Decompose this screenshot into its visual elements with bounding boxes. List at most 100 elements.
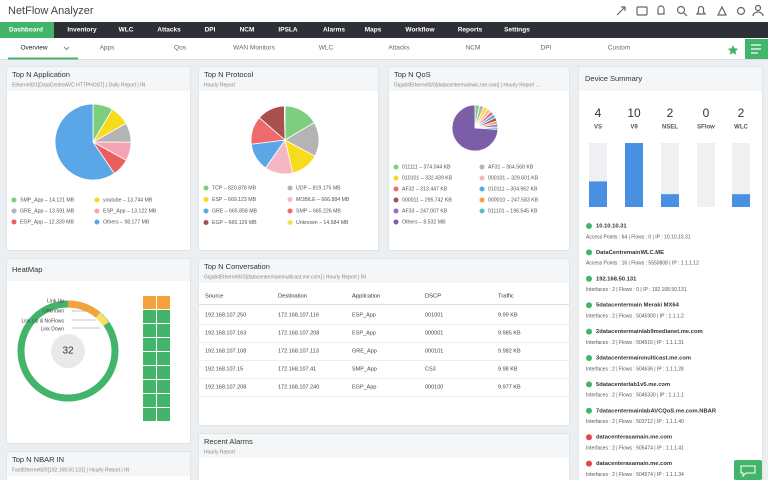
count-track xyxy=(661,143,679,207)
count-value: 2 xyxy=(738,106,745,120)
subnav-item[interactable]: WAN Monitors xyxy=(233,45,275,52)
widget-subtitle: Ethernet0/1[DataCentreAVC HTTPHOST] | Da… xyxy=(12,82,145,88)
nav-item[interactable]: Maps xyxy=(365,27,382,34)
nav-item[interactable]: Settings xyxy=(504,27,530,34)
count-value: 4 xyxy=(595,106,602,120)
nav-item[interactable]: Dashboard xyxy=(9,27,43,34)
heat-cell xyxy=(143,394,156,407)
header-icons[interactable] xyxy=(616,4,764,17)
legend-label: 010111 – 304.962 KB xyxy=(488,186,538,192)
heat-cell xyxy=(143,296,156,309)
device-name[interactable]: 192.168.50.131 xyxy=(596,276,637,282)
add-widget-icon xyxy=(751,44,761,54)
subnav-item[interactable]: Custom xyxy=(608,45,630,52)
heat-cell xyxy=(157,380,170,393)
legend-label: 000010 – 247.583 KB xyxy=(488,197,539,203)
table-header: DSCP xyxy=(425,294,441,300)
nav-item[interactable]: WLC xyxy=(119,27,134,34)
heat-cell xyxy=(143,352,156,365)
device-status xyxy=(586,275,592,282)
device-name[interactable]: datacenterasamain.me.com xyxy=(596,435,672,441)
device-details: Interfaces : 2 | Flows : 5046330 | IP : … xyxy=(586,393,684,399)
subnav-item[interactable]: Overview xyxy=(20,45,47,52)
nav-item[interactable]: Reports xyxy=(458,27,483,34)
favorite-star[interactable] xyxy=(727,45,739,55)
legend-dot xyxy=(203,208,209,214)
nav-item[interactable]: Workflow xyxy=(405,27,435,34)
device-status xyxy=(586,223,592,229)
count-bar xyxy=(625,143,643,207)
device-status xyxy=(586,302,592,309)
device-name[interactable]: 3datacentermainmulticast.me.com xyxy=(596,356,691,362)
heat-cell xyxy=(157,394,170,407)
subnav-item[interactable]: DPI xyxy=(541,45,552,52)
widget-title: Top N Application xyxy=(12,70,70,79)
legend-dot xyxy=(11,219,17,225)
count-bar xyxy=(589,181,607,207)
legend-label: SMP_App – 14.121 MB xyxy=(20,197,75,203)
legend-dot xyxy=(94,219,100,225)
device-status xyxy=(586,434,592,441)
heat-cell xyxy=(157,296,170,309)
heatmap-legend: Unknown xyxy=(43,308,64,314)
count-track xyxy=(732,143,750,207)
table-cell: 192.168.107.15 xyxy=(205,366,243,372)
device-details: Interfaces : 2 | Flows : 0 | IP : 192.16… xyxy=(586,287,687,293)
device-name[interactable]: datacenterasamain.me.com xyxy=(596,461,672,467)
panel-headers xyxy=(7,67,762,476)
nav-item[interactable]: IPSLA xyxy=(278,27,297,34)
legend-label: ESP – 669.123 MB xyxy=(212,197,257,203)
device-name[interactable]: 2datacentermainlab9medianet.me.com xyxy=(596,329,703,335)
chat-button[interactable] xyxy=(734,460,762,480)
legend-dot xyxy=(11,197,17,203)
legend-dot xyxy=(479,175,485,181)
subnav-item[interactable]: NCM xyxy=(466,45,481,52)
subnav-item[interactable]: WLC xyxy=(319,45,334,52)
widget-subtitle: FastEthernet0/0[192.168.50.131] | Hourly… xyxy=(12,467,129,473)
nav-item[interactable]: Alarms xyxy=(323,27,345,34)
legend-dot xyxy=(287,197,293,202)
table-cell: 9.977 KB xyxy=(498,384,521,390)
legend-dot xyxy=(479,208,485,214)
table-cell: 000001 xyxy=(425,330,443,336)
heatmap-grid xyxy=(143,296,170,421)
device-status xyxy=(586,460,592,467)
table-header: Traffic xyxy=(498,294,514,300)
table-header: Source xyxy=(205,294,223,300)
table-cell: 172.168.107.240 xyxy=(278,384,319,390)
count-label: WLC xyxy=(734,125,748,131)
chevron[interactable] xyxy=(63,46,70,51)
device-name[interactable]: DataCentremainWLC.ME xyxy=(596,250,664,256)
subnav-item[interactable]: Attacks xyxy=(388,45,410,52)
count-label: NSEL xyxy=(662,125,678,131)
nav-item[interactable]: Attacks xyxy=(157,27,181,34)
device-name[interactable]: 7datacentermainlabAVCQoS.me.com.NBAR xyxy=(596,408,717,414)
device-name[interactable]: 10.10.10.31 xyxy=(596,224,627,230)
legend-dot xyxy=(287,220,293,225)
table-cell: SMP_App xyxy=(352,366,377,372)
heatmap-total: 32 xyxy=(62,346,74,357)
nav-item[interactable]: NCM xyxy=(240,27,255,34)
legend-label: AF31 – 364.568 KB xyxy=(488,164,534,170)
legend-label: MOBILE – 666.884 MB xyxy=(296,197,350,203)
subnav-item[interactable]: Qos xyxy=(174,45,187,52)
nav-item[interactable]: Inventory xyxy=(67,27,97,34)
subnav-bar xyxy=(0,38,768,60)
legend-dot xyxy=(94,208,100,214)
nav-item[interactable]: DPI xyxy=(205,27,216,34)
legend-label: 000011 – 295.742 KB xyxy=(402,197,452,203)
legend-label: EGP – 665.129 MB xyxy=(212,220,257,226)
subnav-item[interactable]: Apps xyxy=(100,45,116,52)
device-name[interactable]: 5datacenterlab1v5.me.com xyxy=(596,382,670,388)
widget-subtitle: Hourly Report xyxy=(204,82,235,88)
table-header: Destination xyxy=(278,294,307,300)
table-cell: 000101 xyxy=(425,348,443,354)
nav-bar xyxy=(0,22,768,38)
device-name[interactable]: 5datacentermain Meraki MX64 xyxy=(596,303,680,309)
widget-title: Top N QoS xyxy=(394,70,431,79)
legend-dot xyxy=(11,208,17,214)
legend-label: AF32 – 313.447 KB xyxy=(402,186,448,192)
device-details: Interfaces : 2 | Flows : 505474 | IP : 1… xyxy=(586,446,684,452)
